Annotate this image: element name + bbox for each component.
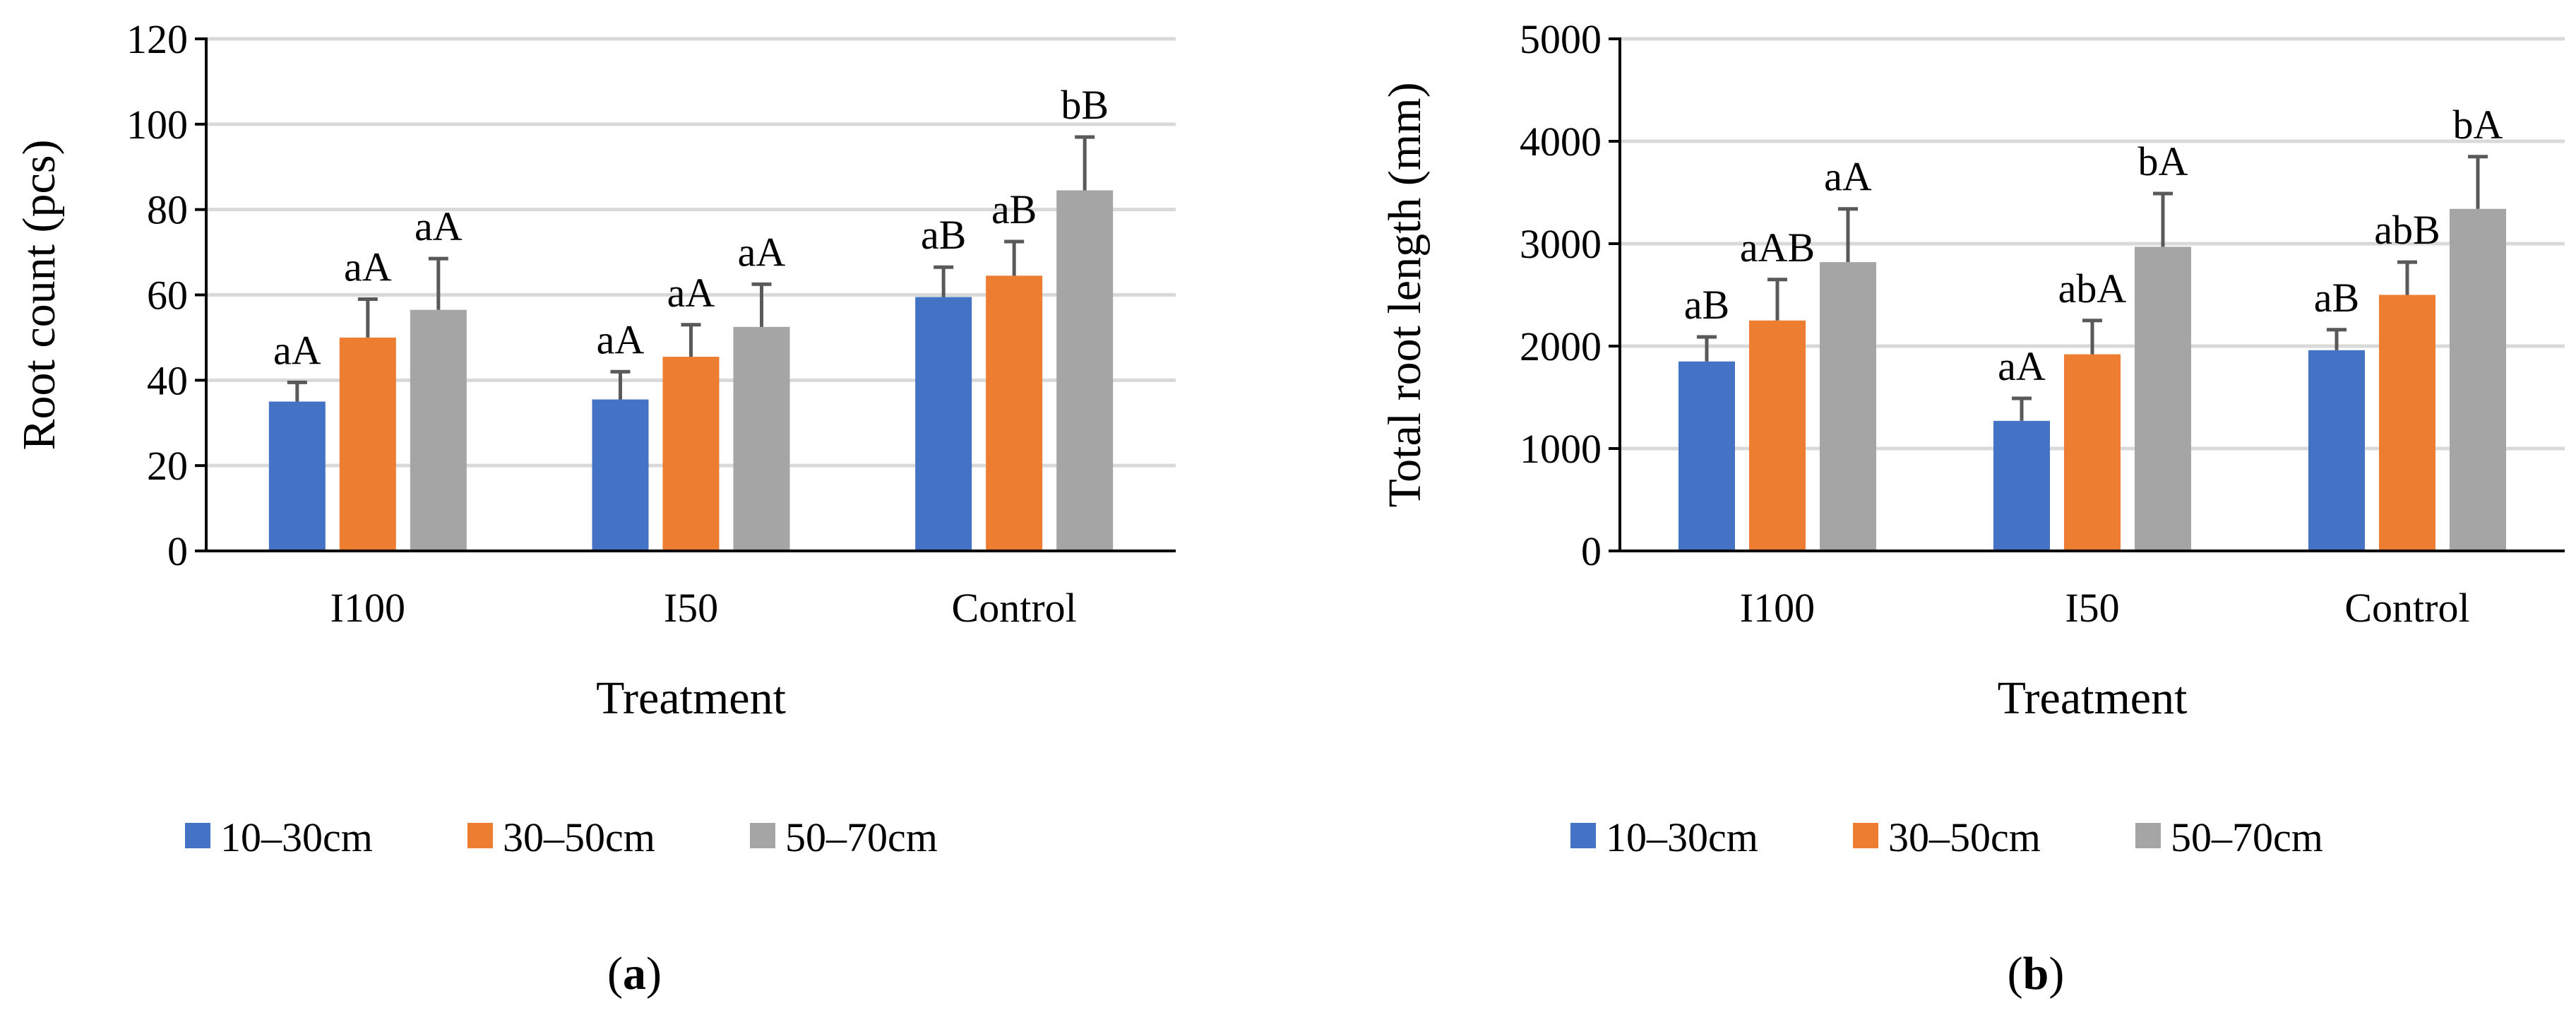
bar-2-i50 [662,357,720,551]
y-axis-title: Root count (pcs) [13,140,65,451]
x-tick-label: I100 [330,585,405,631]
x-axis-title: Treatment [596,672,786,724]
significance-label: aB [1684,282,1729,328]
legend-swatch [1853,823,1878,848]
legend: 10–30cm 30–50cm 50–70cm [185,814,938,860]
bar-2-i100 [1749,320,1806,551]
significance-label: aA [1824,154,1872,200]
chart-panel-b: 0 1000 2000 3000 4000 5000 Total root length (… [1379,16,2565,999]
x-tick-label: I50 [2065,585,2119,631]
panel-letter: a [623,948,646,999]
significance-label: bA [2453,102,2503,148]
significance-label: aB [2314,275,2359,321]
legend-swatch [2135,823,2161,848]
x-tick-label: Control [2344,585,2469,631]
significance-label: aAB [1740,225,1815,271]
y-tick-label: 80 [147,187,188,233]
legend-label: 10–30cm [1606,814,1758,860]
legend-swatch [467,823,493,848]
y-tick-label: 20 [147,443,188,489]
significance-label: aA [1998,343,2046,389]
x-tick-label: Control [952,585,1077,631]
significance-label: aA [273,327,321,373]
bar-2-i50 [2064,354,2121,551]
significance-label: aA [738,229,786,275]
significance-label: aA [667,270,715,316]
legend-label: 30–50cm [1888,814,2041,860]
significance-label: bA [2138,138,2188,184]
significance-label: bB [1061,82,1109,128]
y-tick-label: 0 [167,528,188,574]
significance-label: abB [2374,207,2440,253]
legend: 10–30cm 30–50cm 50–70cm [1570,814,2323,860]
x-tick-label: I50 [664,585,718,631]
bar-3-i50 [2135,247,2191,551]
bar-1-control [2308,350,2365,551]
bar-1-i50 [1993,420,2050,551]
bar-2-i100 [339,337,396,551]
legend-swatch [1570,823,1596,848]
bar-1-i50 [592,399,649,551]
y-tick-label: 3000 [1520,221,1602,267]
y-tick-label: 120 [126,16,188,62]
bar-3-i100 [410,309,467,551]
panel-label: (a) [607,948,662,999]
bar-3-i50 [733,326,790,551]
y-tick-label: 5000 [1520,16,1602,62]
bar-3-i100 [1820,262,1876,551]
bar-1-i100 [1678,361,1735,551]
panel-label: (b) [2008,948,2065,999]
y-tick-label: 1000 [1520,426,1602,472]
panel-letter: b [2023,948,2049,999]
significance-label: abA [2058,266,2127,311]
y-tick-label: 0 [1581,528,1602,574]
bar-1-control [915,297,972,551]
significance-label: aA [344,244,392,290]
y-axis-title: Total root length (mm) [1379,82,1431,507]
x-axis-title: Treatment [1998,672,2188,724]
legend-swatch [185,823,210,848]
bar-3-control [1056,190,1114,551]
y-tick-label: 40 [147,357,188,403]
bar-1-i100 [268,401,326,551]
significance-label: aB [921,212,966,258]
y-tick-label: 100 [126,102,188,148]
significance-label: aA [597,316,645,362]
y-tick-label: 60 [147,273,188,319]
legend-label: 50–70cm [2171,814,2323,860]
significance-label: aB [991,186,1037,232]
y-tick-label: 2000 [1520,323,1602,369]
bar-3-control [2450,208,2506,551]
legend-label: 10–30cm [220,814,373,860]
bar-2-control [2379,295,2435,551]
y-tick-label: 4000 [1520,119,1602,165]
significance-label: aA [415,203,463,249]
x-tick-label: I100 [1740,585,1815,631]
bar-2-control [986,275,1043,551]
chart-panel-a: 0 20 40 60 80 100 120 Root count (pcs) aA aA aA I10… [13,16,1176,999]
legend-label: 30–50cm [503,814,655,860]
legend-label: 50–70cm [785,814,938,860]
legend-swatch [750,823,775,848]
